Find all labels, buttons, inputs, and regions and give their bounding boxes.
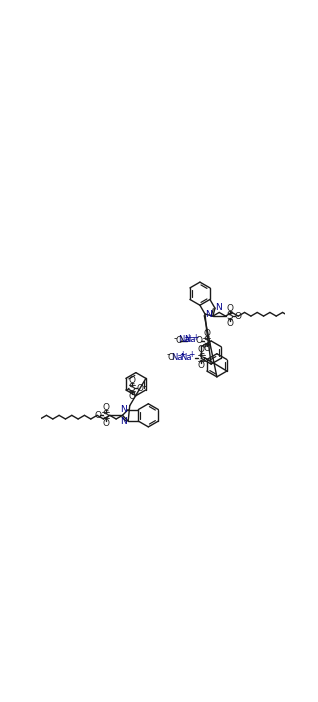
Text: Na: Na <box>171 353 183 362</box>
Text: O: O <box>128 376 135 385</box>
Text: N: N <box>120 416 127 425</box>
Text: +: + <box>179 350 185 359</box>
Text: N: N <box>216 303 222 312</box>
Text: O: O <box>203 329 210 338</box>
Text: O: O <box>94 411 101 420</box>
Text: S: S <box>198 352 205 363</box>
Text: O: O <box>198 345 205 355</box>
Text: N: N <box>120 405 127 414</box>
Text: O: O <box>136 384 143 393</box>
Text: Na: Na <box>180 353 192 362</box>
Text: -: - <box>142 381 146 391</box>
Text: S: S <box>203 336 210 346</box>
Text: O: O <box>102 418 109 428</box>
Text: Na: Na <box>184 335 195 344</box>
Text: O: O <box>234 312 241 321</box>
Text: O: O <box>102 403 109 412</box>
Text: S: S <box>102 411 109 420</box>
Text: Na: Na <box>178 335 189 344</box>
Text: S: S <box>129 383 135 393</box>
Text: +: + <box>188 350 195 359</box>
Text: -: - <box>167 350 170 359</box>
Text: O: O <box>226 304 233 313</box>
Text: O: O <box>198 361 205 370</box>
Text: O: O <box>128 392 135 401</box>
Text: +: + <box>192 333 198 342</box>
Text: O: O <box>175 336 182 345</box>
Text: S: S <box>226 311 233 321</box>
Text: O: O <box>226 319 233 329</box>
Text: +: + <box>186 333 192 342</box>
Text: O: O <box>203 344 210 353</box>
Text: N: N <box>205 310 212 319</box>
Text: O: O <box>167 353 174 362</box>
Text: -: - <box>174 333 177 343</box>
Text: O: O <box>195 336 202 345</box>
